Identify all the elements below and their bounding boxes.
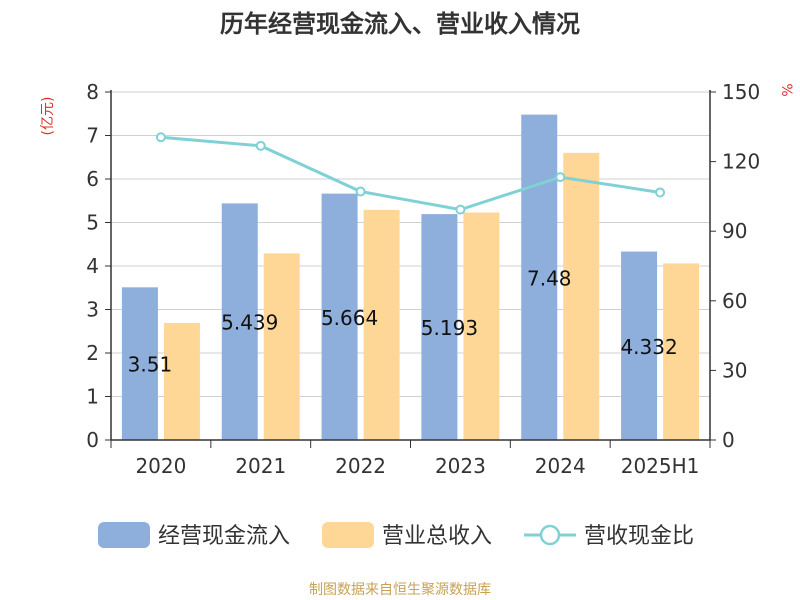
x-tick-label: 2022 <box>335 454 386 478</box>
bar-cash-inflow <box>321 193 358 440</box>
legend-label: 营收现金比 <box>584 524 694 549</box>
legend-swatch <box>98 522 150 548</box>
bar-cash-inflow <box>521 114 558 441</box>
bar-revenue <box>463 212 500 440</box>
bar-revenue <box>363 209 400 440</box>
left-tick-label: 2 <box>86 341 99 365</box>
bar-data-label: 5.439 <box>221 311 278 335</box>
bar-cash-inflow <box>421 214 458 440</box>
right-tick-label: 150 <box>722 80 760 104</box>
bar-data-label: 5.193 <box>421 316 478 340</box>
footer-source: 制图数据来自恒生聚源数据库 <box>309 582 491 598</box>
left-tick-label: 5 <box>86 211 99 235</box>
left-tick-label: 3 <box>86 298 99 322</box>
chart-title: 历年经营现金流入、营业收入情况 <box>220 10 580 38</box>
line-point <box>255 140 266 151</box>
left-tick-label: 0 <box>86 428 99 452</box>
gridlines <box>111 91 710 397</box>
data-labels-group: 3.51 5.439 5.664 5.193 7.48 4.332 <box>128 266 678 376</box>
x-tick-label: 2020 <box>135 454 186 478</box>
legend: 经营现金流入 营业总收入 营收现金比 <box>98 522 694 549</box>
right-tick-label: 60 <box>722 289 747 313</box>
bar-revenue <box>163 322 200 440</box>
left-tick-label: 8 <box>86 80 99 104</box>
bar-data-label: 7.48 <box>527 266 572 290</box>
right-tick-label: 0 <box>722 428 735 452</box>
axes-group: 0 1 2 3 4 5 6 7 8 0 30 60 90 120 150 2020 2021 2022 2023 20… <box>86 80 760 478</box>
bar-revenue <box>263 253 300 440</box>
bar-data-label: 5.664 <box>321 306 378 330</box>
bar-revenue <box>563 152 600 440</box>
bar-data-label: 3.51 <box>128 353 173 377</box>
bar-cash-inflow <box>621 251 658 440</box>
x-tick-label: 2021 <box>235 454 286 478</box>
left-tick-label: 6 <box>86 167 99 191</box>
bar-data-label: 4.332 <box>620 335 677 359</box>
left-tick-label: 4 <box>86 254 99 278</box>
line-ratio <box>160 135 661 212</box>
line-point <box>455 204 466 215</box>
right-axis-label: % <box>778 83 794 96</box>
legend-line-marker <box>539 524 561 546</box>
right-tick-label: 30 <box>722 358 747 382</box>
line-point <box>655 187 666 198</box>
legend-label: 经营现金流入 <box>158 524 290 549</box>
left-tick-label: 1 <box>86 385 99 409</box>
left-tick-label: 7 <box>86 124 99 148</box>
x-tick-label: 2025H1 <box>621 454 700 478</box>
line-series-group <box>155 132 666 215</box>
bar-revenue <box>663 263 700 440</box>
line-point <box>555 172 566 183</box>
line-point <box>355 186 366 197</box>
x-tick-label: 2023 <box>435 454 486 478</box>
line-point <box>155 132 166 143</box>
left-axis-label: (亿元) <box>40 97 56 136</box>
right-tick-label: 120 <box>722 150 760 174</box>
legend-label: 营业总收入 <box>382 524 492 549</box>
bar-cash-inflow <box>221 203 258 440</box>
legend-swatch <box>322 522 374 548</box>
bar-cash-inflow <box>121 287 158 440</box>
x-tick-label: 2024 <box>535 454 586 478</box>
bars-group <box>121 114 700 441</box>
right-tick-label: 90 <box>722 219 747 243</box>
